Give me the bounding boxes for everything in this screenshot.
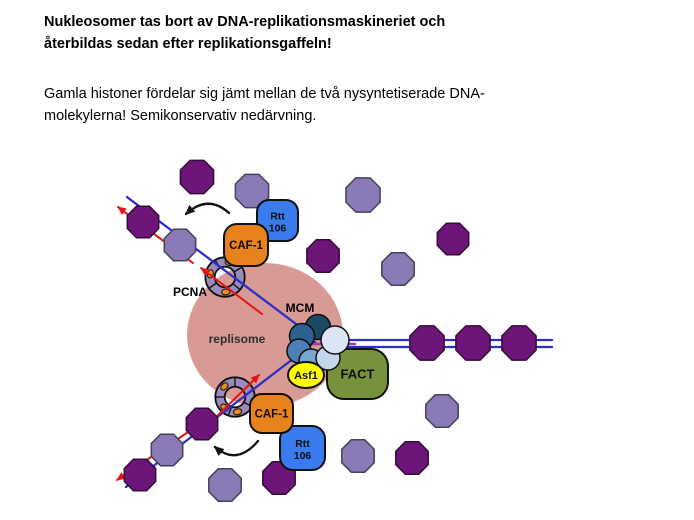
pcna-ring-top-divider	[233, 266, 243, 273]
pcna-ring-top-divider	[232, 283, 241, 291]
protein-rtt106-bottom-label: Rtt	[295, 438, 310, 450]
protein-fact-label: FACT	[341, 367, 375, 382]
nucleosome-new-octagon-top-arm	[163, 228, 197, 262]
nucleosome-new-octagon-free	[345, 177, 381, 213]
protein-caf1-top	[223, 223, 269, 267]
protein-rtt106-top-label: 106	[269, 223, 287, 235]
pcna-ring-top-divider	[208, 282, 217, 289]
nucleosome-new-octagon-free	[341, 439, 375, 473]
nucleosome-old-octagon-bottom-arm	[185, 407, 219, 441]
protein-caf1-bottom-label: CAF-1	[255, 409, 289, 421]
slide-paragraph: Gamla histoner fördelar sig jämt mellan …	[44, 83, 664, 128]
nucleosome-new-octagon-free	[208, 468, 242, 502]
nucleosome-old-octagon-free	[179, 159, 215, 195]
nucleosome-new-octagon-free	[381, 252, 415, 286]
histone-recycle-arrow-bottom	[213, 439, 260, 457]
nucleosome-new-octagon-free	[234, 173, 270, 209]
protein-rtt106-top-label: Rtt	[270, 211, 285, 223]
new-strand-bottom-fork	[211, 374, 260, 422]
protein-asf1-label: Asf1	[294, 370, 318, 382]
mcm-subunit-circle	[320, 325, 350, 355]
nucleosome-old-octagon-top-arm	[126, 205, 160, 239]
pcna-ring-bottom-clamp-subunit	[232, 408, 243, 416]
paragraph-line-1: Gamla histoner fördelar sig jämt mellan …	[44, 86, 485, 102]
nucleosome-old-octagon-bottom-arm	[123, 458, 157, 492]
histone-recycle-arrow-top	[184, 202, 231, 216]
nucleosome-old-octagon-free	[436, 222, 470, 256]
protein-caf1-top-label: CAF-1	[229, 240, 263, 252]
heading-line-2: återbildas sedan efter replikationsgaffe…	[44, 36, 332, 53]
pcna-label: PCNA	[173, 285, 207, 299]
nucleosome-old-octagon-parental	[409, 325, 445, 361]
protein-fact	[326, 348, 389, 400]
protein-caf1-bottom	[249, 393, 294, 434]
protein-rtt106-bottom	[279, 425, 326, 471]
slide-heading: Nukleosomer tas bort av DNA-replikations…	[44, 11, 664, 56]
new-strand-top-fork	[200, 267, 263, 315]
mcm-label: MCM	[286, 301, 315, 315]
protein-rtt106-bottom-label: 106	[294, 450, 312, 462]
pcna-ring-bottom-divider	[227, 406, 233, 416]
nucleosome-old-octagon-free	[306, 239, 340, 273]
nucleosome-old-octagon-parental	[501, 325, 537, 361]
nucleosome-old-octagon-free	[395, 441, 429, 475]
pcna-ring-bottom-clamp-subunit	[220, 382, 229, 391]
protein-asf1	[287, 361, 325, 389]
paragraph-line-2: molekylerna! Semikonservativ nedärvning.	[44, 108, 317, 125]
nucleosome-new-octagon-free	[425, 394, 459, 428]
pcna-ring-top-clamp-subunit	[221, 288, 231, 296]
replisome-label: replisome	[209, 332, 266, 346]
heading-line-1: Nukleosomer tas bort av DNA-replikations…	[44, 14, 446, 30]
nucleosome-old-octagon-parental	[455, 325, 491, 361]
nucleosome-new-octagon-bottom-arm	[150, 433, 184, 467]
